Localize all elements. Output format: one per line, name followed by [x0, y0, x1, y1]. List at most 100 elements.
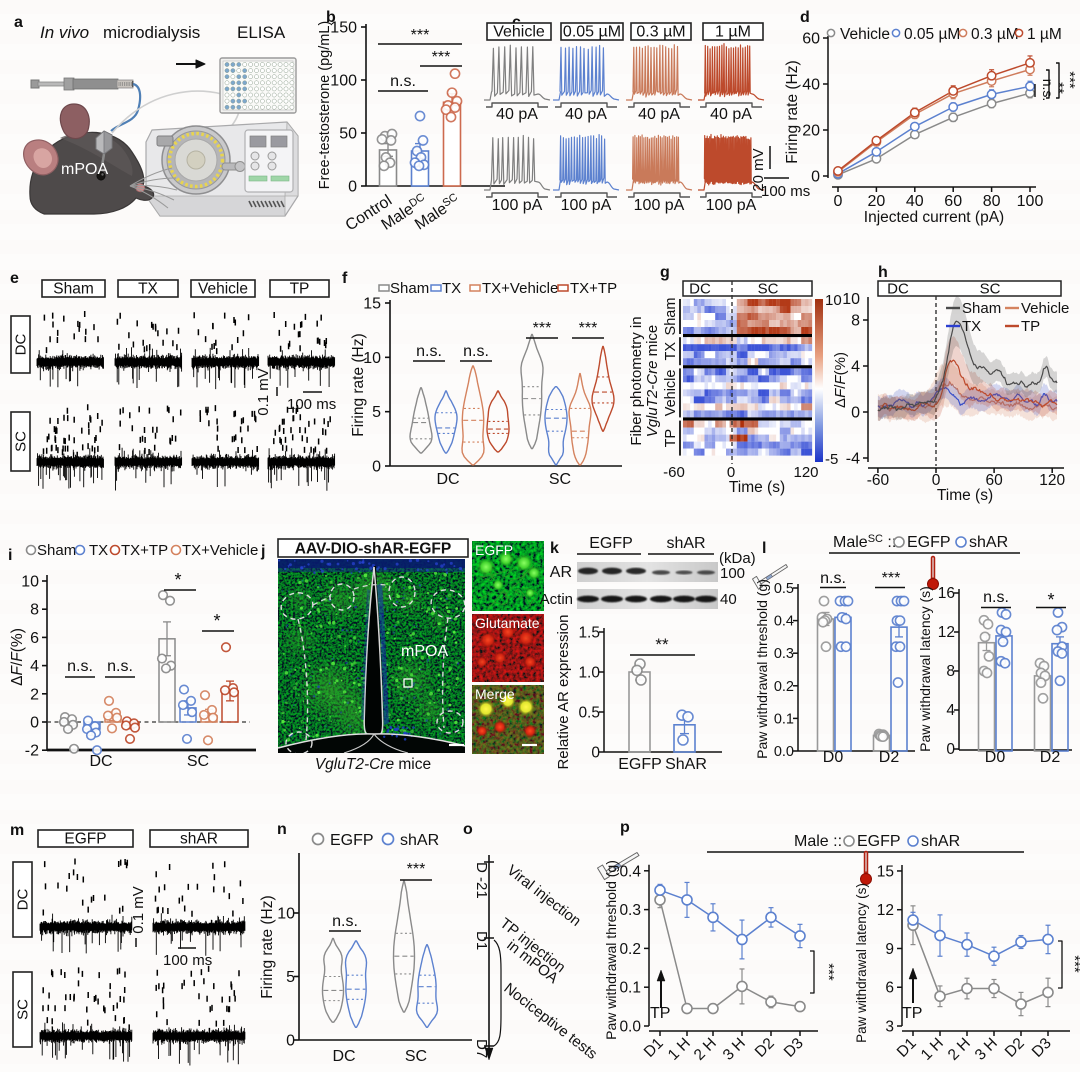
svg-text:16: 16: [938, 585, 955, 602]
svg-text:a: a: [14, 14, 23, 31]
svg-text:EGFP: EGFP: [64, 831, 106, 848]
svg-text:100 ms: 100 ms: [761, 183, 810, 200]
svg-text:120: 120: [1039, 472, 1065, 489]
svg-text:40: 40: [802, 77, 820, 94]
svg-text:Vehicle: Vehicle: [663, 370, 679, 417]
svg-text:5: 5: [286, 969, 295, 986]
svg-text:DC: DC: [332, 1048, 355, 1065]
svg-text:mPOA: mPOA: [61, 161, 108, 178]
svg-text:D2: D2: [879, 749, 900, 766]
svg-text:EGFP: EGFP: [618, 756, 662, 773]
svg-text:60: 60: [985, 472, 1003, 489]
svg-text:Male ::: Male ::: [794, 833, 842, 850]
svg-text:shAR: shAR: [180, 831, 218, 848]
svg-text:TX: TX: [962, 318, 981, 335]
svg-text:100: 100: [1017, 193, 1044, 210]
svg-text:shAR: shAR: [400, 832, 439, 849]
svg-text:n.s.: n.s.: [820, 570, 846, 587]
svg-text:MaleSC ::: MaleSC ::: [833, 533, 896, 551]
svg-text:p: p: [620, 819, 630, 836]
svg-text:0.0: 0.0: [774, 744, 794, 760]
svg-text:i: i: [8, 547, 12, 564]
svg-text:2: 2: [30, 686, 39, 703]
svg-text:shAR: shAR: [666, 535, 705, 552]
svg-text:mPOA: mPOA: [401, 643, 448, 660]
svg-text:e: e: [10, 270, 19, 287]
svg-text:SC: SC: [758, 281, 779, 298]
svg-text:Vehicle: Vehicle: [1021, 300, 1069, 317]
svg-text:0.05 µM: 0.05 µM: [904, 26, 960, 43]
svg-text:1.5: 1.5: [578, 625, 600, 642]
svg-text:D2: D2: [1040, 749, 1061, 766]
svg-text:Merge: Merge: [475, 686, 515, 702]
svg-text:12: 12: [877, 902, 894, 919]
svg-text:n.s.: n.s.: [983, 589, 1009, 606]
svg-text:**: **: [655, 635, 669, 654]
svg-text:Fiber photometry in: Fiber photometry in: [628, 316, 645, 445]
svg-text:0: 0: [30, 715, 39, 732]
svg-text:Relative AR expression: Relative AR expression: [555, 614, 572, 769]
svg-text:9: 9: [885, 941, 894, 958]
svg-text:3: 3: [885, 1019, 894, 1036]
svg-text:8: 8: [946, 663, 955, 680]
svg-text:0: 0: [348, 179, 357, 196]
svg-text:-60: -60: [867, 472, 890, 489]
svg-text:4: 4: [30, 658, 39, 675]
svg-text:Sham: Sham: [663, 298, 679, 336]
svg-text:0.3 µM: 0.3 µM: [636, 24, 685, 41]
svg-text:40 pA: 40 pA: [710, 106, 752, 123]
svg-text:20: 20: [868, 193, 886, 210]
svg-text:TX: TX: [89, 542, 108, 559]
svg-text:Free-testosterone (pg/mL): Free-testosterone (pg/mL): [317, 21, 333, 189]
svg-text:40 pA: 40 pA: [496, 106, 538, 123]
svg-text:n.s.: n.s.: [107, 658, 133, 675]
svg-text:b: b: [326, 9, 336, 26]
svg-text:***: ***: [1061, 71, 1078, 89]
svg-text:0.0: 0.0: [619, 1019, 641, 1036]
svg-text:SC: SC: [549, 471, 571, 488]
svg-text:TX+TP: TX+TP: [570, 280, 617, 297]
svg-text:n.s.: n.s.: [463, 343, 489, 360]
svg-text:f: f: [342, 270, 348, 287]
svg-text:0: 0: [834, 193, 843, 210]
svg-text:TP: TP: [902, 1005, 922, 1022]
svg-text:ΔF/F(%): ΔF/F(%): [9, 628, 26, 686]
svg-text:AAV-DIO-shAR-EGFP: AAV-DIO-shAR-EGFP: [295, 541, 451, 558]
svg-text:*: *: [174, 570, 181, 590]
svg-text:ELISA: ELISA: [237, 23, 286, 42]
svg-text:TX: TX: [138, 281, 158, 298]
svg-text:***: ***: [432, 49, 451, 66]
svg-text:SC: SC: [980, 281, 1001, 298]
svg-text:VgluT2-Cre mice: VgluT2-Cre mice: [315, 756, 431, 773]
svg-text:SC: SC: [13, 431, 30, 452]
svg-text:n: n: [277, 821, 287, 838]
svg-text:(kDa): (kDa): [719, 550, 756, 567]
svg-text:40 pA: 40 pA: [565, 106, 607, 123]
svg-text:0.4: 0.4: [774, 614, 794, 630]
svg-text:0: 0: [286, 1033, 295, 1050]
svg-text:SC: SC: [187, 753, 209, 770]
svg-text:100: 100: [330, 73, 357, 90]
svg-text:0.3 µM: 0.3 µM: [971, 26, 1019, 43]
svg-text:*: *: [213, 611, 220, 631]
svg-text:0.4: 0.4: [619, 863, 641, 880]
svg-text:4: 4: [851, 359, 860, 376]
svg-text:10: 10: [21, 574, 39, 591]
svg-text:10: 10: [363, 350, 381, 367]
svg-text:TP: TP: [290, 281, 310, 298]
svg-text:0: 0: [372, 459, 381, 476]
svg-text:In vivo: In vivo: [40, 23, 89, 42]
svg-text:j: j: [260, 543, 265, 560]
svg-text:***: ***: [533, 320, 552, 337]
svg-text:100 ms: 100 ms: [163, 952, 212, 969]
svg-text:Firing rate (Hz): Firing rate (Hz): [784, 60, 801, 163]
svg-text:0.2: 0.2: [774, 679, 794, 695]
svg-text:100 ms: 100 ms: [287, 396, 336, 413]
svg-text:Sham: Sham: [37, 542, 76, 559]
svg-text:TX+TP: TX+TP: [121, 542, 168, 559]
svg-text:15: 15: [877, 863, 894, 880]
svg-text:D7: D7: [473, 1039, 490, 1058]
svg-text:8: 8: [30, 602, 39, 619]
svg-text:1.0: 1.0: [578, 665, 600, 682]
svg-text:Paw withdrawal threshold (g): Paw withdrawal threshold (g): [603, 860, 619, 1040]
